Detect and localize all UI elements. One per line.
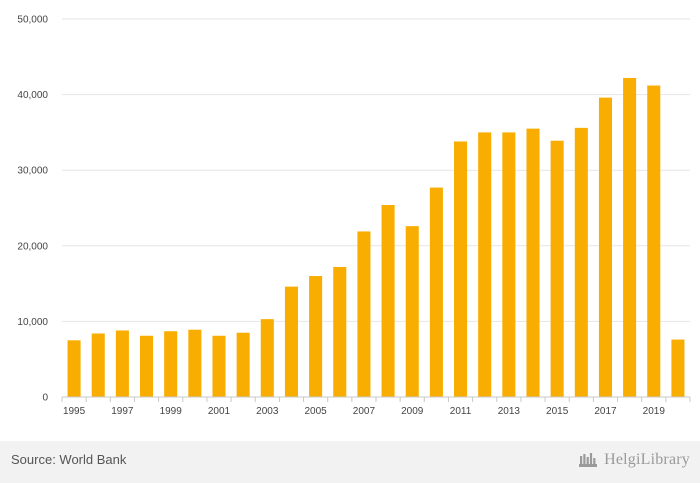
bar-1998 <box>140 335 154 397</box>
helgilibrary-logo: HelgiLibrary <box>577 448 690 472</box>
y-axis-tick-labels: 0 10,000 20,000 30,000 40,000 50,000 <box>17 15 48 404</box>
bar-chart: 0 10,000 20,000 30,000 40,000 50,000 1995 1997… <box>17 15 691 417</box>
bar-2013 <box>502 132 516 397</box>
bar-2004 <box>284 286 298 397</box>
y-tick-label: 30,000 <box>17 166 48 177</box>
bar-2009 <box>405 226 419 397</box>
x-tick-label: 1999 <box>160 406 183 417</box>
bar-2016 <box>574 127 588 397</box>
bar-1995 <box>67 340 81 397</box>
bar-2014 <box>526 128 540 397</box>
bar-2018 <box>623 77 637 397</box>
source-note: Source: World Bank <box>11 452 127 467</box>
bar-2017 <box>598 97 612 398</box>
bars <box>67 77 685 398</box>
bar-2010 <box>429 187 443 397</box>
y-tick-label: 40,000 <box>17 90 48 101</box>
bar-2015 <box>550 140 564 397</box>
bar-2006 <box>333 266 347 397</box>
x-tick-label: 2009 <box>401 406 424 417</box>
x-tick-label: 2003 <box>256 406 279 417</box>
x-tick-label: 2019 <box>643 406 666 417</box>
bar-2000 <box>188 329 202 397</box>
y-tick-label: 20,000 <box>17 241 48 252</box>
grid-lines <box>62 18 690 322</box>
bar-2007 <box>357 231 371 397</box>
chart-footer <box>0 441 700 483</box>
x-tick-label: 2007 <box>353 406 376 417</box>
bar-2003 <box>260 319 274 397</box>
logo-text: HelgiLibrary <box>604 451 690 468</box>
library-logo-icon <box>579 453 598 467</box>
y-tick-label: 0 <box>42 393 48 404</box>
x-tick-label: 2017 <box>594 406 617 417</box>
x-tick-label: 2013 <box>498 406 521 417</box>
bar-2002 <box>236 332 250 397</box>
y-tick-label: 50,000 <box>17 15 48 26</box>
x-tick-label: 2001 <box>208 406 231 417</box>
bar-2019 <box>647 85 661 397</box>
bar-2012 <box>478 132 492 397</box>
y-tick-label: 10,000 <box>17 317 48 328</box>
bar-2005 <box>309 276 323 397</box>
bar-2011 <box>454 141 468 397</box>
x-axis-ticks: 1995 1997 1999 2001 2003 2005 2007 2009 2011 2013… <box>61 397 691 417</box>
bar-1997 <box>115 330 129 397</box>
x-tick-label: 2011 <box>450 406 472 417</box>
bar-2001 <box>212 335 226 397</box>
x-tick-label: 1995 <box>63 406 86 417</box>
x-tick-label: 2005 <box>304 406 327 417</box>
x-tick-label: 1997 <box>111 406 134 417</box>
bar-2008 <box>381 204 395 397</box>
bar-2020 <box>671 339 685 397</box>
bar-1996 <box>91 333 105 397</box>
x-tick-label: 2015 <box>546 406 569 417</box>
bar-1999 <box>164 331 178 397</box>
